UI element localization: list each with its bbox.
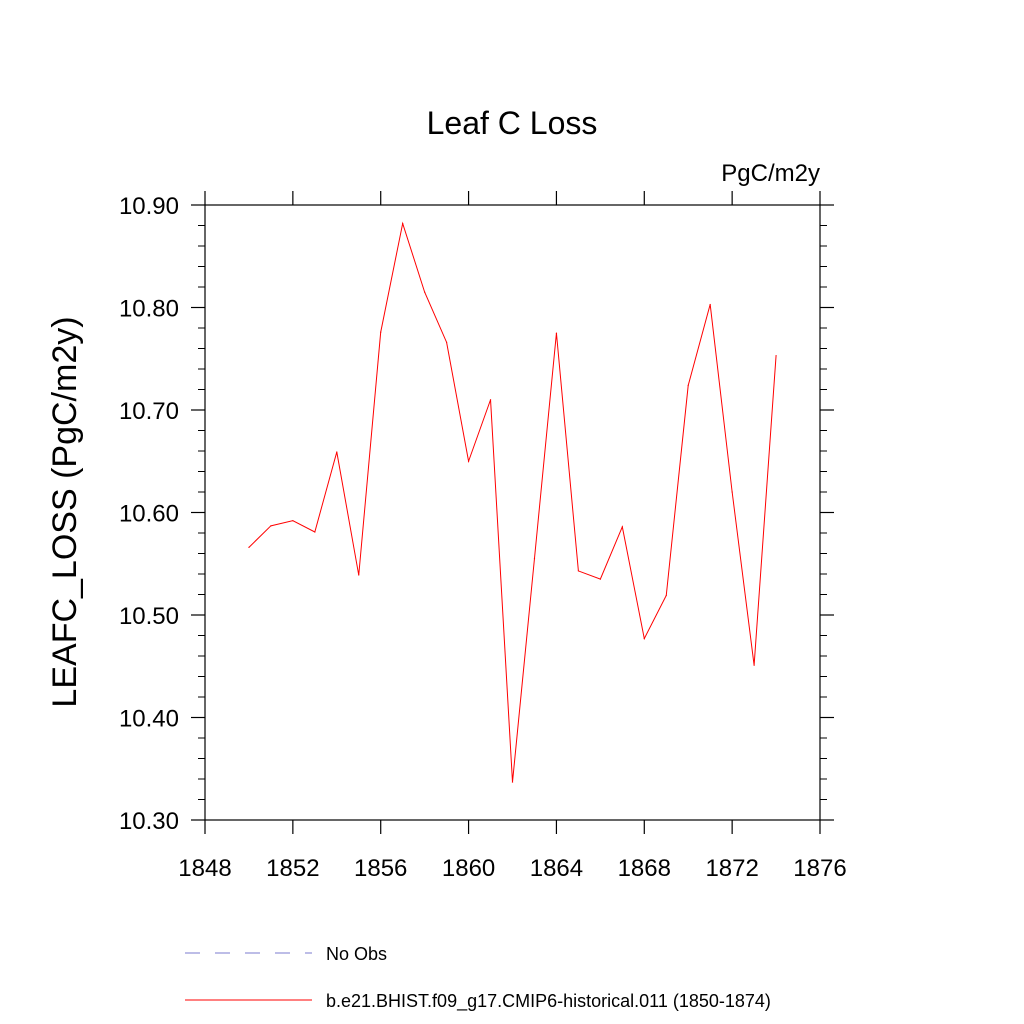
y-tick-label: 10.70 [119, 398, 179, 425]
chart-title: Leaf C Loss [427, 105, 598, 141]
data-point [380, 331, 382, 333]
data-point [533, 558, 536, 560]
x-tick-label: 1848 [178, 855, 231, 882]
data-point [599, 578, 601, 580]
data-point [446, 341, 448, 343]
x-tick-label: 1864 [530, 855, 583, 882]
legend-label: b.e21.BHIST.f09_g17.CMIP6-historical.011… [326, 991, 771, 1012]
y-tick-label: 10.90 [119, 193, 179, 220]
y-axis-ticks: 10.30 10.40 10.50 10.60 10.70 10.80 10.90 [119, 193, 834, 835]
data-point [314, 531, 316, 533]
y-tick-label: 10.30 [119, 808, 179, 835]
y-tick-label: 10.80 [119, 296, 179, 323]
data-point [687, 384, 689, 386]
data-point [489, 399, 492, 401]
legend: No Obs b.e21.BHIST.f09_g17.CMIP6-historic… [185, 944, 771, 1012]
x-tick-label: 1876 [793, 855, 846, 882]
y-axis-label: LEAFC_LOSS (PgC/m2y) [46, 316, 84, 707]
data-point [643, 637, 645, 640]
x-tick-label: 1868 [618, 855, 671, 882]
y-tick-label: 10.40 [119, 706, 179, 733]
x-tick-label: 1860 [442, 855, 495, 882]
x-tick-label: 1856 [354, 855, 407, 882]
data-point [621, 526, 623, 528]
data-point [775, 355, 777, 357]
x-tick-label: 1872 [705, 855, 758, 882]
data-point [270, 525, 272, 527]
data-point [709, 303, 711, 306]
data-point [731, 491, 733, 493]
x-tick-label: 1852 [266, 855, 319, 882]
y-tick-label: 10.50 [119, 603, 179, 630]
data-point [467, 460, 470, 462]
data-point [555, 332, 558, 334]
data-point [402, 222, 404, 225]
x-axis-ticks: 1848 1852 1856 1860 1864 1868 1872 1876 [178, 191, 847, 882]
data-point [424, 291, 426, 293]
units-label: PgC/m2y [721, 160, 820, 187]
data-point [358, 574, 360, 576]
data-point [248, 546, 250, 548]
series-line [248, 221, 777, 783]
data-point [511, 781, 514, 783]
data-point [336, 451, 338, 453]
legend-label: No Obs [326, 944, 387, 964]
data-point [753, 664, 755, 666]
plot-frame [204, 204, 821, 821]
y-tick-label: 10.60 [119, 501, 179, 528]
data-point [292, 520, 294, 522]
series-layer [248, 221, 777, 783]
data-point [665, 594, 667, 597]
data-point [577, 570, 579, 572]
